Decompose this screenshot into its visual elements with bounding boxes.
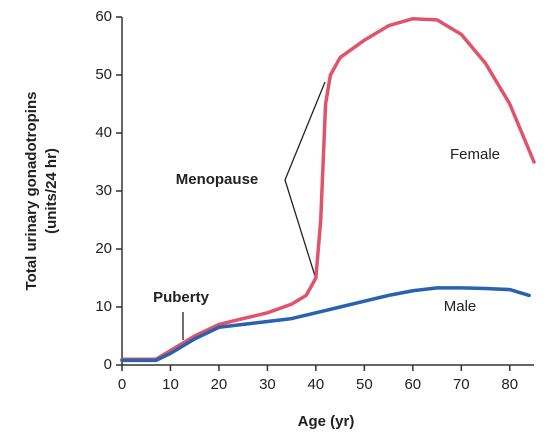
y-tick-label: 0 [104,356,112,373]
annotation: Puberty [153,289,210,306]
x-tick-label: 30 [259,376,276,393]
y-axis-label: (units/24 hr) [43,148,60,234]
y-axis-label: Total urinary gonadotropins [23,92,40,291]
y-tick-label: 30 [95,182,112,199]
menopause-pointer [284,81,326,277]
x-tick-label: 70 [453,376,470,393]
line-series [120,16,536,361]
y-tick-label: 50 [95,66,112,83]
y-tick-label: 60 [95,8,112,25]
x-axis-label: Age (yr) [298,413,355,430]
x-tick-label: 40 [308,376,325,393]
y-tick-label: 10 [95,298,112,315]
x-tick-label: 80 [501,376,518,393]
x-tick-label: 50 [356,376,373,393]
x-tick-label: 60 [404,376,421,393]
y-tick-label: 20 [95,240,112,257]
line-series [120,286,531,363]
y-tick-label: 40 [95,124,112,141]
x-tick-label: 20 [211,376,228,393]
series-label: Male [444,298,477,315]
pointer-lines [182,81,326,340]
x-tick-label: 0 [118,376,126,393]
annotation: Menopause [176,171,259,188]
x-tick-label: 10 [162,376,179,393]
series-label: Female [450,146,500,163]
